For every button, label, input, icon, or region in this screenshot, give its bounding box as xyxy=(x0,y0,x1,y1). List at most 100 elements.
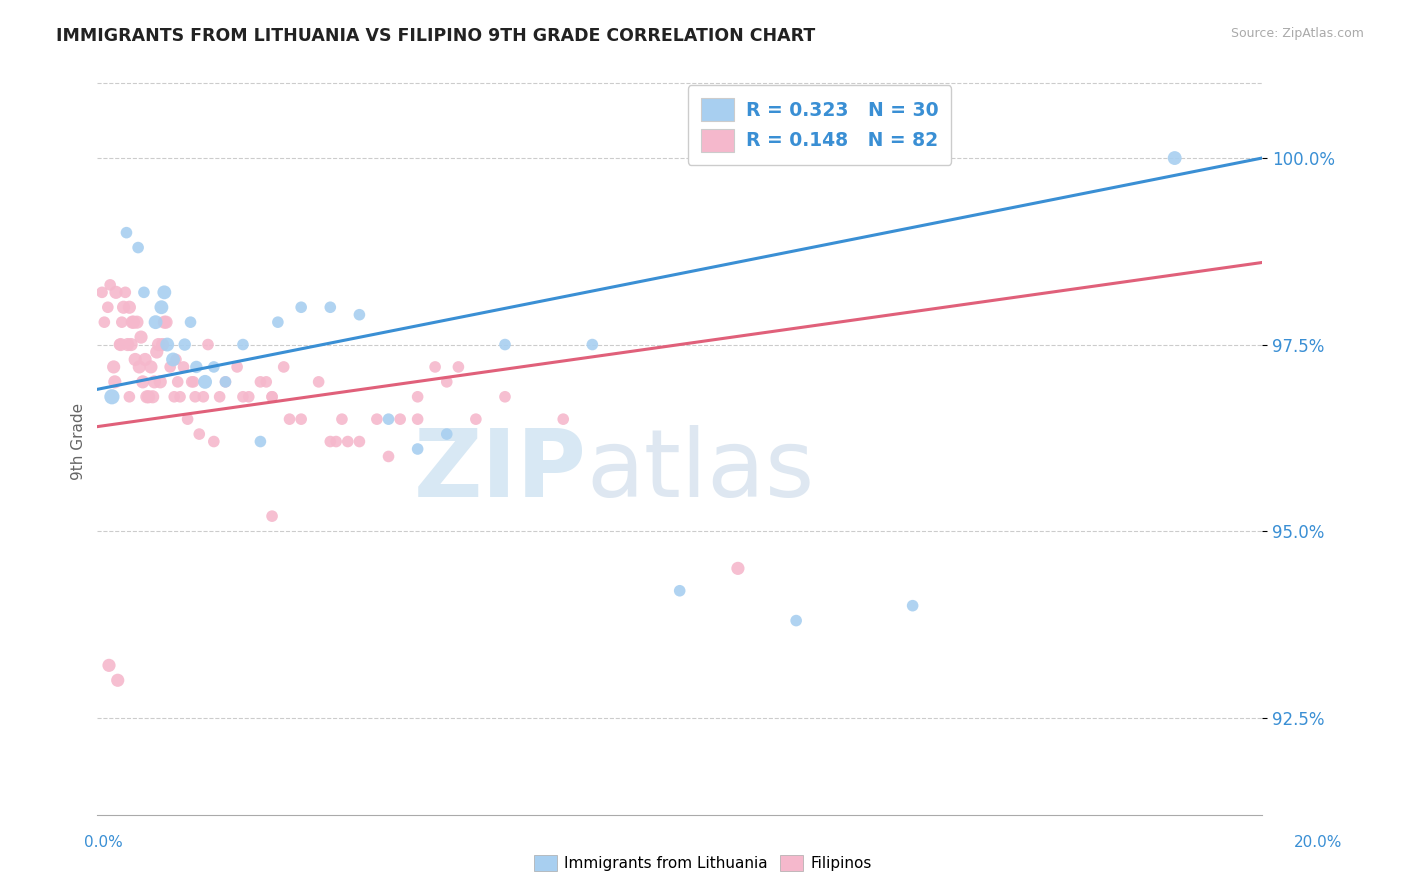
Text: Source: ZipAtlas.com: Source: ZipAtlas.com xyxy=(1230,27,1364,40)
Point xyxy=(188,427,211,442)
Point xyxy=(349,434,371,449)
Point xyxy=(290,412,312,426)
Point xyxy=(132,375,155,389)
Point xyxy=(319,300,342,314)
Point xyxy=(104,375,127,389)
Point xyxy=(214,375,236,389)
Point xyxy=(238,390,260,404)
Point xyxy=(110,337,132,351)
Point xyxy=(260,509,283,524)
Point xyxy=(176,412,198,426)
Point xyxy=(406,442,429,456)
Point xyxy=(349,308,371,322)
Point xyxy=(165,352,187,367)
Point xyxy=(162,352,184,367)
Point xyxy=(214,375,236,389)
Point xyxy=(494,390,516,404)
Point xyxy=(159,359,181,374)
Point xyxy=(202,434,225,449)
Point xyxy=(494,337,516,351)
Point xyxy=(173,359,195,374)
Point xyxy=(98,277,121,292)
Point xyxy=(377,450,399,464)
Point xyxy=(152,337,174,351)
Point xyxy=(366,412,388,426)
Point xyxy=(139,359,162,374)
Point xyxy=(1163,151,1185,165)
Text: atlas: atlas xyxy=(586,425,814,517)
Point xyxy=(308,375,330,389)
Point xyxy=(197,337,219,351)
Point xyxy=(103,359,125,374)
Point xyxy=(436,427,458,442)
Point xyxy=(135,390,157,404)
Point xyxy=(153,285,176,300)
Point xyxy=(406,390,429,404)
Point xyxy=(319,434,342,449)
Point xyxy=(267,315,290,329)
Point xyxy=(97,300,120,314)
Point xyxy=(325,434,347,449)
Text: IMMIGRANTS FROM LITHUANIA VS FILIPINO 9TH GRADE CORRELATION CHART: IMMIGRANTS FROM LITHUANIA VS FILIPINO 9T… xyxy=(56,27,815,45)
Point xyxy=(128,359,150,374)
Point xyxy=(436,375,458,389)
Point xyxy=(226,359,249,374)
Point xyxy=(115,226,138,240)
Point xyxy=(145,315,167,329)
Text: ZIP: ZIP xyxy=(413,425,586,517)
Point xyxy=(423,359,446,374)
Point xyxy=(93,315,115,329)
Point xyxy=(169,390,191,404)
Point xyxy=(232,390,254,404)
Point xyxy=(389,412,412,426)
Point xyxy=(330,412,353,426)
Point xyxy=(122,315,145,329)
Point xyxy=(406,412,429,426)
Point xyxy=(166,375,188,389)
Point xyxy=(127,241,149,255)
Point xyxy=(107,673,129,688)
Point xyxy=(208,390,231,404)
Point xyxy=(142,390,165,404)
Point xyxy=(114,285,136,300)
Point xyxy=(98,658,121,673)
Point xyxy=(278,412,301,426)
Legend: Immigrants from Lithuania, Filipinos: Immigrants from Lithuania, Filipinos xyxy=(527,849,879,877)
Point xyxy=(143,375,166,389)
Point xyxy=(273,359,295,374)
Point xyxy=(150,300,173,314)
Point xyxy=(118,390,141,404)
Point xyxy=(112,300,135,314)
Point xyxy=(148,337,170,351)
Point xyxy=(129,330,152,344)
Point xyxy=(553,412,575,426)
Point xyxy=(125,315,148,329)
Point xyxy=(173,337,195,351)
Point xyxy=(249,375,271,389)
Point xyxy=(254,375,277,389)
Text: 20.0%: 20.0% xyxy=(1295,836,1343,850)
Point xyxy=(186,359,208,374)
Point xyxy=(156,337,179,351)
Point xyxy=(111,315,134,329)
Point xyxy=(193,390,215,404)
Point xyxy=(260,390,283,404)
Point xyxy=(184,390,207,404)
Point xyxy=(194,375,217,389)
Point xyxy=(377,412,399,426)
Point xyxy=(132,285,155,300)
Y-axis label: 9th Grade: 9th Grade xyxy=(72,403,86,480)
Point xyxy=(336,434,359,449)
Point xyxy=(260,390,283,404)
Point xyxy=(581,337,603,351)
Point xyxy=(118,300,141,314)
Point xyxy=(785,614,807,628)
Point xyxy=(117,337,139,351)
Point xyxy=(101,390,124,404)
Point xyxy=(290,300,312,314)
Point xyxy=(202,359,225,374)
Point xyxy=(232,337,254,351)
Text: 0.0%: 0.0% xyxy=(84,836,124,850)
Point xyxy=(183,375,205,389)
Point xyxy=(447,359,470,374)
